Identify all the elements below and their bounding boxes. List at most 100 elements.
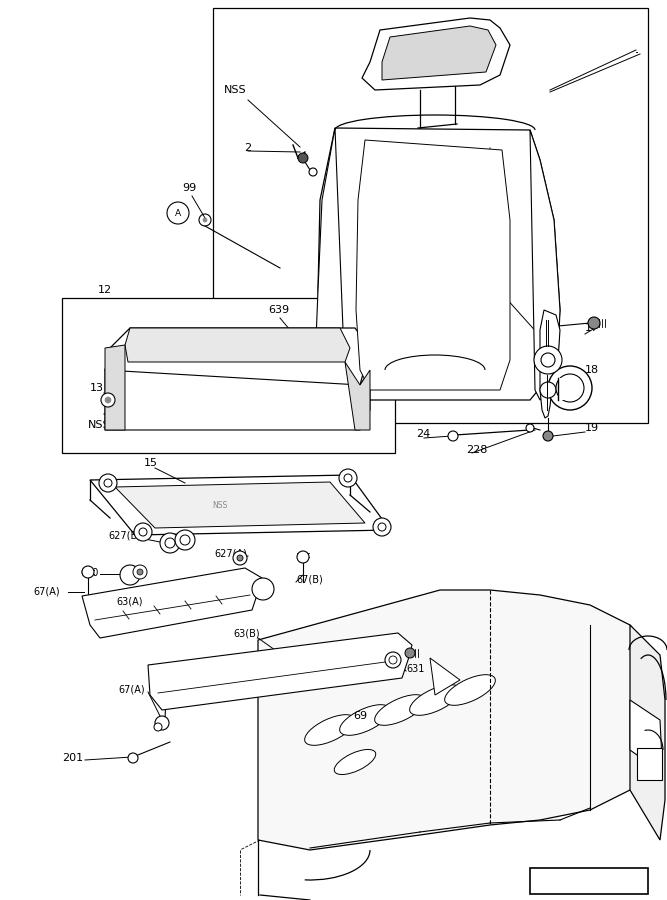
Text: 18: 18 xyxy=(585,365,599,375)
Bar xyxy=(62,298,395,453)
Circle shape xyxy=(588,317,600,329)
Circle shape xyxy=(175,530,195,550)
Circle shape xyxy=(180,535,190,545)
Circle shape xyxy=(385,652,401,668)
Circle shape xyxy=(339,469,357,487)
Bar xyxy=(637,748,662,780)
Text: 63(A): 63(A) xyxy=(116,597,143,607)
Text: 69: 69 xyxy=(353,711,367,721)
Circle shape xyxy=(389,656,397,664)
Circle shape xyxy=(298,153,308,163)
Text: 12: 12 xyxy=(98,285,112,295)
Text: NSS: NSS xyxy=(212,500,227,509)
Text: 201: 201 xyxy=(62,753,83,763)
Text: 99: 99 xyxy=(182,183,196,193)
Circle shape xyxy=(82,566,94,578)
Polygon shape xyxy=(382,26,496,80)
Bar xyxy=(213,8,648,423)
Circle shape xyxy=(155,716,169,730)
Text: 67(A): 67(A) xyxy=(33,587,59,597)
Circle shape xyxy=(203,218,207,222)
Polygon shape xyxy=(105,328,370,400)
Circle shape xyxy=(133,565,147,579)
Circle shape xyxy=(526,424,534,432)
Circle shape xyxy=(548,366,592,410)
Circle shape xyxy=(556,374,584,402)
Polygon shape xyxy=(558,378,566,400)
Circle shape xyxy=(541,353,555,367)
Circle shape xyxy=(309,168,317,176)
Polygon shape xyxy=(115,482,365,528)
Circle shape xyxy=(252,578,274,600)
Text: 627(A): 627(A) xyxy=(214,549,247,559)
Text: 67(B): 67(B) xyxy=(296,575,323,585)
Circle shape xyxy=(199,214,211,226)
Text: 17: 17 xyxy=(585,323,599,333)
Circle shape xyxy=(137,569,143,575)
Ellipse shape xyxy=(445,675,496,706)
Circle shape xyxy=(160,533,180,553)
Polygon shape xyxy=(125,328,350,362)
Circle shape xyxy=(448,431,458,441)
Text: A: A xyxy=(260,584,266,593)
Text: 67(A): 67(A) xyxy=(118,685,145,695)
Circle shape xyxy=(405,648,415,658)
Polygon shape xyxy=(316,128,345,400)
Text: 639: 639 xyxy=(268,305,289,315)
Text: 2: 2 xyxy=(244,143,251,153)
Circle shape xyxy=(543,431,553,441)
Text: 6-70: 6-70 xyxy=(574,875,604,887)
Circle shape xyxy=(344,474,352,482)
Polygon shape xyxy=(258,590,652,850)
Polygon shape xyxy=(630,700,662,770)
Polygon shape xyxy=(105,370,370,430)
Polygon shape xyxy=(82,568,262,638)
Text: 63(B): 63(B) xyxy=(233,629,259,639)
Text: 13: 13 xyxy=(90,383,104,393)
Polygon shape xyxy=(530,130,560,400)
Circle shape xyxy=(373,518,391,536)
Text: 631: 631 xyxy=(406,664,424,674)
Bar xyxy=(530,868,648,894)
Ellipse shape xyxy=(305,715,356,745)
Circle shape xyxy=(154,723,162,731)
Ellipse shape xyxy=(375,695,426,725)
Text: 228: 228 xyxy=(466,445,488,455)
Circle shape xyxy=(233,551,247,565)
Polygon shape xyxy=(630,625,665,840)
Circle shape xyxy=(540,382,556,398)
Polygon shape xyxy=(318,128,560,400)
Circle shape xyxy=(534,346,562,374)
Polygon shape xyxy=(362,18,510,90)
Polygon shape xyxy=(356,140,510,390)
Circle shape xyxy=(120,565,140,585)
Polygon shape xyxy=(105,345,125,430)
Text: 19: 19 xyxy=(585,423,599,433)
Circle shape xyxy=(167,202,189,224)
Circle shape xyxy=(128,753,138,763)
Text: 627(B): 627(B) xyxy=(108,531,141,541)
Circle shape xyxy=(139,528,147,536)
Circle shape xyxy=(105,397,111,403)
Polygon shape xyxy=(540,310,560,418)
Ellipse shape xyxy=(334,750,376,775)
Text: A: A xyxy=(175,209,181,218)
Circle shape xyxy=(237,555,243,561)
Circle shape xyxy=(378,523,386,531)
Text: 16(A): 16(A) xyxy=(480,283,510,293)
Text: NSS: NSS xyxy=(224,85,247,95)
Circle shape xyxy=(99,474,117,492)
Circle shape xyxy=(104,479,112,487)
Circle shape xyxy=(297,551,309,563)
Polygon shape xyxy=(345,362,370,430)
Ellipse shape xyxy=(410,685,460,716)
Polygon shape xyxy=(430,658,460,695)
Polygon shape xyxy=(90,475,390,535)
Circle shape xyxy=(101,393,115,407)
Text: 24: 24 xyxy=(416,429,430,439)
Text: NSS: NSS xyxy=(88,420,111,430)
Circle shape xyxy=(165,538,175,548)
Polygon shape xyxy=(148,633,412,710)
Text: 15: 15 xyxy=(144,458,158,468)
Circle shape xyxy=(134,523,152,541)
